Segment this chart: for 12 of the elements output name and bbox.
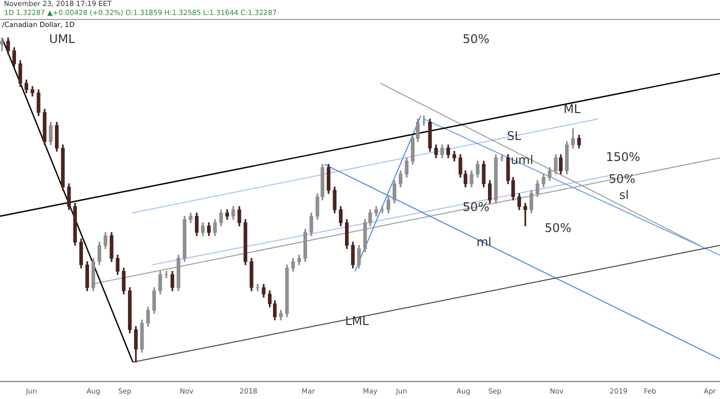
annotation: SL [506,129,522,144]
candlestick [256,284,260,292]
annotation: ML [563,102,581,116]
annotation: sl [619,188,629,202]
annotation: 50% [544,221,572,236]
annotation: 50% [608,172,636,186]
annotation: 150% [606,150,640,164]
annotation: 50% [462,32,490,46]
annotation: uml [510,153,534,168]
annotation: UML [49,32,76,46]
annotation: LML [345,314,370,328]
annotation: 50% [462,200,490,214]
